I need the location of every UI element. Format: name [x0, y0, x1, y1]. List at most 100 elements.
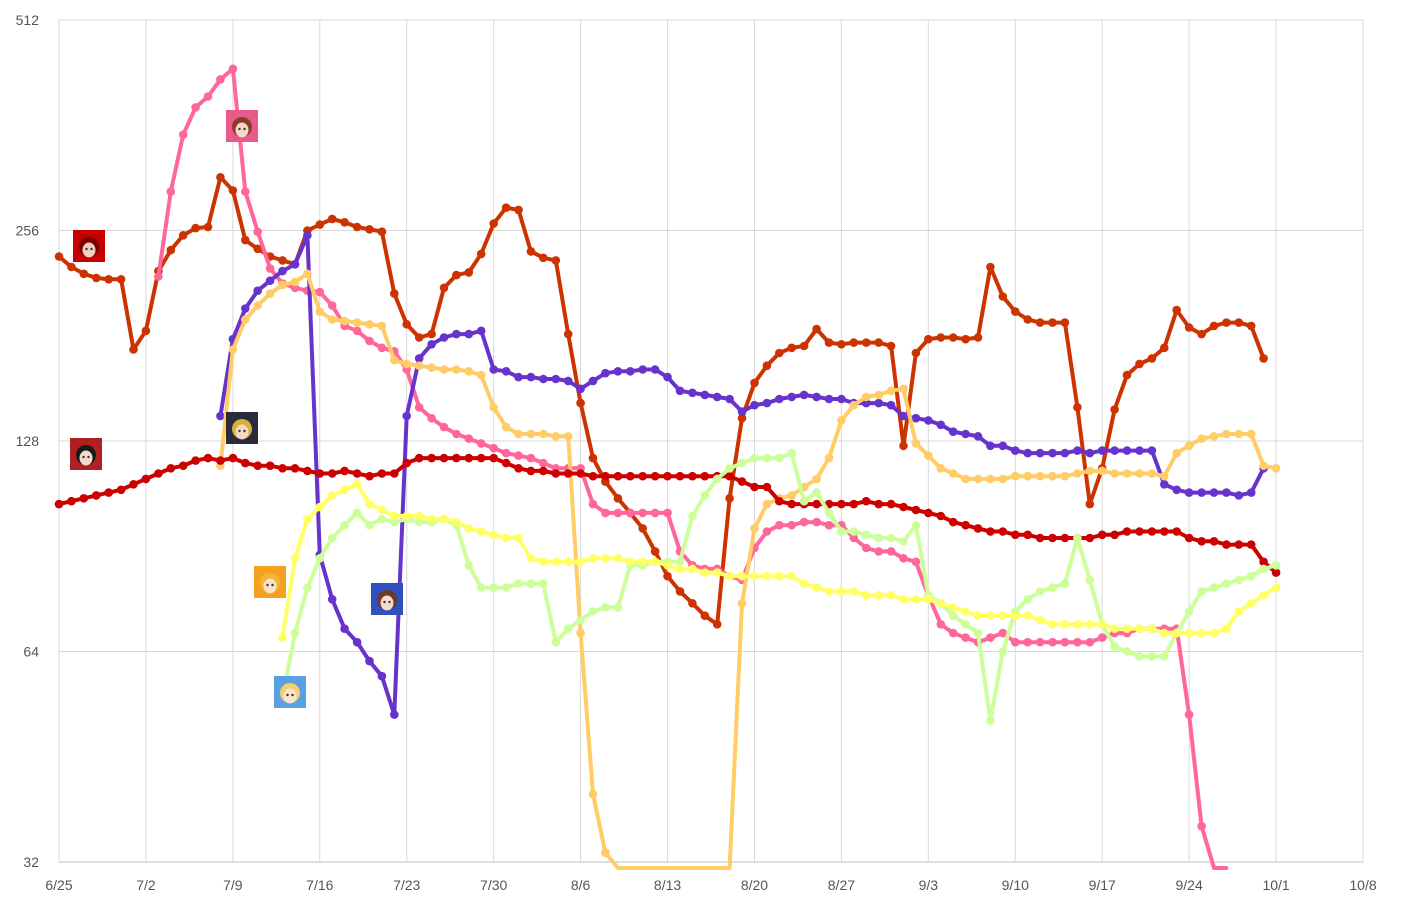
- data-point: [1160, 480, 1169, 489]
- data-point: [725, 464, 734, 473]
- data-point: [67, 262, 76, 272]
- data-point: [539, 374, 548, 384]
- data-point: [576, 398, 585, 408]
- data-point: [775, 520, 784, 530]
- data-point: [452, 329, 461, 339]
- data-point: [799, 517, 809, 527]
- data-point: [762, 527, 772, 536]
- data-point: [154, 272, 163, 281]
- data-point: [998, 292, 1008, 301]
- data-point: [290, 464, 300, 473]
- data-point: [924, 451, 933, 460]
- data-point: [1023, 637, 1032, 647]
- data-point: [390, 517, 399, 527]
- data-point: [812, 474, 821, 484]
- data-point: [824, 453, 834, 463]
- data-point: [1085, 620, 1095, 629]
- data-point: [526, 372, 536, 382]
- data-point: [1135, 527, 1144, 536]
- data-point: [452, 270, 461, 280]
- data-point: [1184, 533, 1194, 543]
- data-point: [1035, 448, 1045, 458]
- data-point: [1246, 321, 1256, 331]
- data-point: [539, 466, 548, 476]
- data-point: [1234, 607, 1244, 616]
- data-point: [476, 439, 486, 448]
- data-point: [414, 511, 424, 521]
- data-point: [526, 247, 536, 256]
- data-point: [315, 220, 325, 229]
- data-point: [675, 564, 685, 574]
- data-point: [1147, 469, 1157, 478]
- data-point: [1147, 354, 1157, 363]
- data-point: [700, 611, 710, 620]
- axis-tick-labels: 32 64 128 256 512 6/25 7/2 7/9 7/16 7/23 7/30 8/6 8/…: [16, 12, 1377, 893]
- data-point: [911, 439, 921, 448]
- data-point: [762, 398, 772, 408]
- data-point: [327, 533, 337, 543]
- data-point: [278, 280, 287, 290]
- data-point: [253, 244, 262, 254]
- data-point: [899, 411, 908, 421]
- data-point: [352, 318, 362, 327]
- x-tick-label: 9/17: [1089, 877, 1116, 893]
- data-point: [1209, 321, 1219, 331]
- data-point: [563, 329, 573, 339]
- data-point: [514, 429, 523, 439]
- data-point: [340, 316, 349, 326]
- data-point: [886, 400, 896, 410]
- y-tick-label: 256: [16, 223, 40, 239]
- data-point: [563, 557, 573, 567]
- data-point: [1110, 530, 1119, 540]
- data-point: [501, 203, 511, 212]
- data-point: [638, 508, 647, 518]
- data-point: [352, 469, 362, 478]
- data-point: [775, 348, 784, 358]
- data-point: [1197, 821, 1206, 831]
- data-point: [1234, 318, 1244, 327]
- data-point: [700, 491, 710, 500]
- data-point: [1073, 533, 1082, 543]
- data-point: [166, 464, 176, 473]
- data-point: [824, 394, 834, 404]
- data-point: [986, 611, 995, 620]
- data-point: [1184, 607, 1194, 616]
- series-2: [216, 231, 1268, 719]
- data-point: [1011, 307, 1020, 316]
- data-point: [1122, 446, 1132, 455]
- data-point: [489, 365, 499, 374]
- data-point: [501, 458, 511, 468]
- data-point: [663, 372, 672, 382]
- data-point: [1122, 624, 1132, 633]
- data-point: [241, 315, 250, 324]
- data-point: [390, 289, 399, 298]
- data-point: [501, 583, 511, 592]
- data-point: [737, 458, 747, 468]
- data-point: [377, 227, 387, 236]
- data-point: [837, 416, 846, 425]
- data-point: [1110, 469, 1119, 478]
- data-point: [1222, 318, 1231, 327]
- data-point: [452, 453, 461, 463]
- data-point: [737, 599, 747, 608]
- data-point: [837, 394, 846, 404]
- data-point: [861, 496, 871, 506]
- data-point: [402, 511, 412, 521]
- data-point: [1048, 583, 1057, 592]
- data-point: [253, 301, 262, 310]
- data-point: [216, 456, 225, 465]
- data-point: [1259, 564, 1268, 574]
- data-point: [1085, 499, 1095, 509]
- data-point: [1197, 587, 1206, 596]
- data-point: [613, 471, 623, 481]
- data-point: [812, 392, 821, 402]
- data-point: [1097, 446, 1107, 455]
- data-point: [1073, 403, 1082, 412]
- data-point: [688, 471, 697, 481]
- data-point: [514, 464, 523, 473]
- data-point: [1085, 575, 1095, 585]
- data-point: [576, 557, 585, 567]
- data-point: [489, 219, 499, 228]
- data-point: [998, 474, 1008, 484]
- data-point: [700, 568, 710, 577]
